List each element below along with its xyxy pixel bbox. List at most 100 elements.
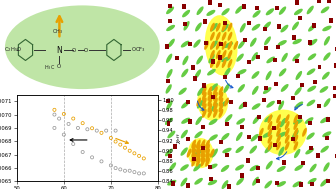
- Bar: [262, 98, 266, 102]
- Ellipse shape: [323, 162, 330, 172]
- Ellipse shape: [264, 180, 272, 188]
- Ellipse shape: [216, 32, 221, 41]
- Ellipse shape: [277, 166, 286, 172]
- Point: [61, 112, 67, 115]
- Ellipse shape: [235, 6, 243, 14]
- Ellipse shape: [292, 53, 300, 61]
- Bar: [225, 153, 229, 157]
- Ellipse shape: [292, 130, 299, 139]
- Ellipse shape: [307, 178, 317, 184]
- Ellipse shape: [191, 144, 196, 153]
- Ellipse shape: [218, 109, 223, 118]
- Point: [103, 129, 109, 132]
- Ellipse shape: [220, 100, 229, 107]
- Ellipse shape: [236, 146, 244, 153]
- Ellipse shape: [265, 71, 271, 80]
- Ellipse shape: [193, 39, 201, 48]
- Ellipse shape: [221, 133, 229, 140]
- Bar: [211, 59, 215, 64]
- Ellipse shape: [178, 88, 187, 95]
- Ellipse shape: [267, 128, 272, 137]
- Bar: [318, 65, 322, 69]
- Point: [80, 150, 85, 153]
- Ellipse shape: [276, 141, 281, 150]
- Bar: [240, 125, 244, 129]
- Ellipse shape: [208, 163, 218, 169]
- Bar: [247, 135, 251, 139]
- Point: [141, 172, 146, 175]
- Ellipse shape: [295, 101, 303, 108]
- Bar: [255, 6, 259, 10]
- Point: [52, 108, 57, 111]
- Bar: [192, 65, 196, 70]
- Point: [61, 133, 67, 136]
- Ellipse shape: [196, 98, 201, 107]
- Ellipse shape: [218, 98, 223, 107]
- Ellipse shape: [195, 69, 201, 79]
- Ellipse shape: [167, 131, 175, 138]
- Point: [108, 164, 114, 167]
- Bar: [223, 21, 227, 25]
- Ellipse shape: [250, 38, 257, 47]
- Ellipse shape: [252, 24, 260, 31]
- Ellipse shape: [320, 179, 328, 187]
- Bar: [186, 100, 190, 104]
- Ellipse shape: [205, 139, 210, 149]
- Bar: [229, 100, 233, 105]
- Point: [71, 143, 76, 146]
- Bar: [182, 22, 186, 26]
- Ellipse shape: [320, 86, 328, 93]
- Ellipse shape: [266, 101, 275, 108]
- Bar: [333, 86, 336, 90]
- Ellipse shape: [181, 130, 188, 138]
- Bar: [247, 21, 251, 25]
- Bar: [247, 60, 251, 64]
- Ellipse shape: [309, 164, 317, 172]
- Bar: [295, 59, 299, 63]
- Ellipse shape: [252, 71, 259, 79]
- Ellipse shape: [267, 114, 272, 123]
- Ellipse shape: [180, 164, 189, 171]
- Bar: [223, 75, 227, 79]
- Ellipse shape: [294, 9, 303, 15]
- Ellipse shape: [166, 69, 173, 78]
- Bar: [300, 83, 304, 87]
- Bar: [168, 154, 172, 158]
- Ellipse shape: [305, 148, 314, 154]
- Ellipse shape: [264, 36, 271, 45]
- Ellipse shape: [222, 23, 226, 32]
- Ellipse shape: [251, 134, 259, 141]
- Bar: [326, 117, 330, 122]
- Bar: [273, 143, 277, 147]
- Ellipse shape: [262, 132, 272, 138]
- Point: [141, 157, 146, 160]
- Bar: [309, 146, 313, 150]
- Ellipse shape: [218, 92, 223, 101]
- Ellipse shape: [202, 109, 207, 118]
- Ellipse shape: [188, 138, 213, 168]
- Bar: [219, 42, 223, 46]
- Ellipse shape: [322, 131, 331, 137]
- Ellipse shape: [222, 50, 226, 59]
- Ellipse shape: [307, 68, 316, 75]
- Ellipse shape: [302, 128, 307, 137]
- Ellipse shape: [207, 86, 212, 95]
- Ellipse shape: [191, 158, 196, 167]
- Ellipse shape: [266, 57, 275, 63]
- Ellipse shape: [191, 149, 196, 158]
- Bar: [308, 40, 311, 45]
- Ellipse shape: [201, 144, 205, 153]
- Bar: [243, 4, 246, 9]
- Text: $\mathsf{H_3C}$: $\mathsf{H_3C}$: [44, 63, 55, 72]
- Ellipse shape: [308, 53, 316, 60]
- Ellipse shape: [202, 103, 207, 112]
- Ellipse shape: [222, 32, 226, 41]
- Ellipse shape: [166, 54, 172, 63]
- Ellipse shape: [194, 178, 203, 185]
- Point: [113, 167, 118, 170]
- Bar: [173, 144, 177, 149]
- Ellipse shape: [252, 103, 260, 110]
- Ellipse shape: [276, 135, 281, 144]
- Point: [136, 154, 142, 157]
- Ellipse shape: [236, 118, 245, 125]
